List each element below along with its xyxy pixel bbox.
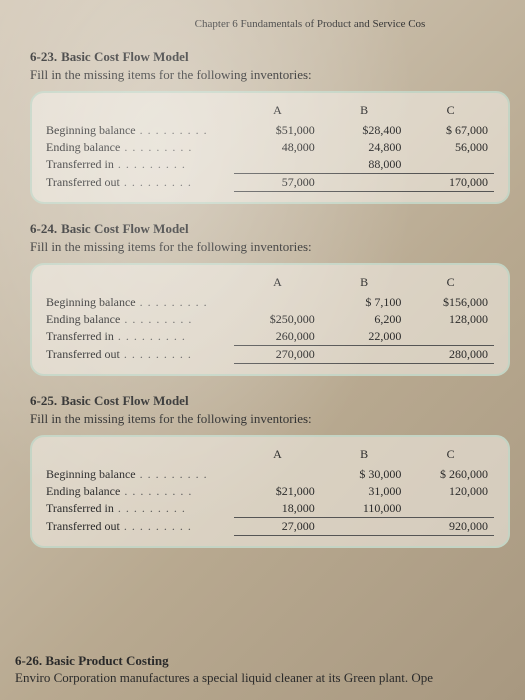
table-header-row: A B C <box>46 273 494 294</box>
cell: 24,800 <box>321 139 408 156</box>
table-row: Ending balance $21,000 31,000 120,000 <box>46 483 494 500</box>
row-label: Transferred out <box>46 346 234 364</box>
col-B: B <box>321 273 408 294</box>
cell: 48,000 <box>234 139 321 156</box>
table-header-row: A B C <box>46 445 494 466</box>
cell: 260,000 <box>234 328 321 346</box>
table-card: A B C Beginning balance $51,000 $28,400 … <box>30 91 510 204</box>
cell-blank <box>407 500 494 518</box>
row-label: Transferred out <box>46 174 234 192</box>
row-label: Beginning balance <box>46 466 234 483</box>
col-C: C <box>407 273 494 294</box>
problem-6-25: 6-25. Basic Cost Flow Model Fill in the … <box>30 392 510 548</box>
table-row: Transferred out 270,000 280,000 <box>46 346 494 364</box>
cell: 27,000 <box>234 518 321 536</box>
table-card: A B C Beginning balance $ 7,100 $156,000… <box>30 263 510 376</box>
row-label: Ending balance <box>46 483 234 500</box>
cell: 120,000 <box>407 483 494 500</box>
table-header-row: A B C <box>46 101 494 122</box>
problem-instruction: Enviro Corporation manufactures a specia… <box>15 670 510 686</box>
row-label: Transferred in <box>46 328 234 346</box>
inventory-table: A B C Beginning balance $ 30,000 $ 260,0… <box>46 445 494 536</box>
problem-6-23: 6-23. Basic Cost Flow Model Fill in the … <box>30 48 510 204</box>
cell: $ 7,100 <box>321 294 408 311</box>
problem-instruction: Fill in the missing items for the follow… <box>30 239 510 255</box>
inventory-table: A B C Beginning balance $ 7,100 $156,000… <box>46 273 494 364</box>
problem-title: Basic Cost Flow Model <box>61 49 188 64</box>
row-label: Transferred in <box>46 156 234 174</box>
row-label: Transferred in <box>46 500 234 518</box>
row-label: Beginning balance <box>46 122 234 139</box>
col-C: C <box>407 445 494 466</box>
table-row: Ending balance $250,000 6,200 128,000 <box>46 311 494 328</box>
cell: $21,000 <box>234 483 321 500</box>
cell: 22,000 <box>321 328 408 346</box>
table-card: A B C Beginning balance $ 30,000 $ 260,0… <box>30 435 510 548</box>
cell-blank <box>407 156 494 174</box>
cell: 56,000 <box>407 139 494 156</box>
cell: $ 67,000 <box>407 122 494 139</box>
table-row: Beginning balance $ 7,100 $156,000 <box>46 294 494 311</box>
cell-blank <box>234 466 321 483</box>
table-row: Beginning balance $ 30,000 $ 260,000 <box>46 466 494 483</box>
col-A: A <box>234 273 321 294</box>
problem-instruction: Fill in the missing items for the follow… <box>30 411 510 427</box>
problem-title: Basic Cost Flow Model <box>61 393 188 408</box>
problem-number: 6-26. <box>15 653 42 668</box>
cell: 6,200 <box>321 311 408 328</box>
cell: 31,000 <box>321 483 408 500</box>
col-A: A <box>234 101 321 122</box>
problem-instruction: Fill in the missing items for the follow… <box>30 67 510 83</box>
cell: 280,000 <box>407 346 494 364</box>
row-label: Ending balance <box>46 139 234 156</box>
cell-blank <box>234 156 321 174</box>
cell: $ 30,000 <box>321 466 408 483</box>
cell: $28,400 <box>321 122 408 139</box>
problem-number: 6-23. <box>30 49 57 64</box>
problem-6-26: 6-26. Basic Product Costing Enviro Corpo… <box>15 653 510 694</box>
row-label: Transferred out <box>46 518 234 536</box>
cell: $51,000 <box>234 122 321 139</box>
cell-blank <box>407 328 494 346</box>
table-row: Transferred in 260,000 22,000 <box>46 328 494 346</box>
table-row: Transferred in 18,000 110,000 <box>46 500 494 518</box>
problem-title: Basic Product Costing <box>45 653 168 668</box>
cell: 170,000 <box>407 174 494 192</box>
problem-number: 6-25. <box>30 393 57 408</box>
cell: 270,000 <box>234 346 321 364</box>
problem-number: 6-24. <box>30 221 57 236</box>
cell: 128,000 <box>407 311 494 328</box>
col-A: A <box>234 445 321 466</box>
row-label: Beginning balance <box>46 294 234 311</box>
chapter-header: Chapter 6 Fundamentals of Product and Se… <box>30 18 510 30</box>
col-B: B <box>321 101 408 122</box>
cell: 18,000 <box>234 500 321 518</box>
problem-6-24: 6-24. Basic Cost Flow Model Fill in the … <box>30 220 510 376</box>
cell: $250,000 <box>234 311 321 328</box>
row-label: Ending balance <box>46 311 234 328</box>
cell: 57,000 <box>234 174 321 192</box>
cell: $156,000 <box>407 294 494 311</box>
table-row: Transferred in 88,000 <box>46 156 494 174</box>
cell-blank <box>321 518 408 536</box>
cell-blank <box>234 294 321 311</box>
cell: 920,000 <box>407 518 494 536</box>
table-row: Transferred out 57,000 170,000 <box>46 174 494 192</box>
table-row: Beginning balance $51,000 $28,400 $ 67,0… <box>46 122 494 139</box>
inventory-table: A B C Beginning balance $51,000 $28,400 … <box>46 101 494 192</box>
table-row: Ending balance 48,000 24,800 56,000 <box>46 139 494 156</box>
problem-title: Basic Cost Flow Model <box>61 221 188 236</box>
cell: 88,000 <box>321 156 408 174</box>
col-B: B <box>321 445 408 466</box>
col-C: C <box>407 101 494 122</box>
table-row: Transferred out 27,000 920,000 <box>46 518 494 536</box>
cell: 110,000 <box>321 500 408 518</box>
cell-blank <box>321 174 408 192</box>
cell-blank <box>321 346 408 364</box>
cell: $ 260,000 <box>407 466 494 483</box>
